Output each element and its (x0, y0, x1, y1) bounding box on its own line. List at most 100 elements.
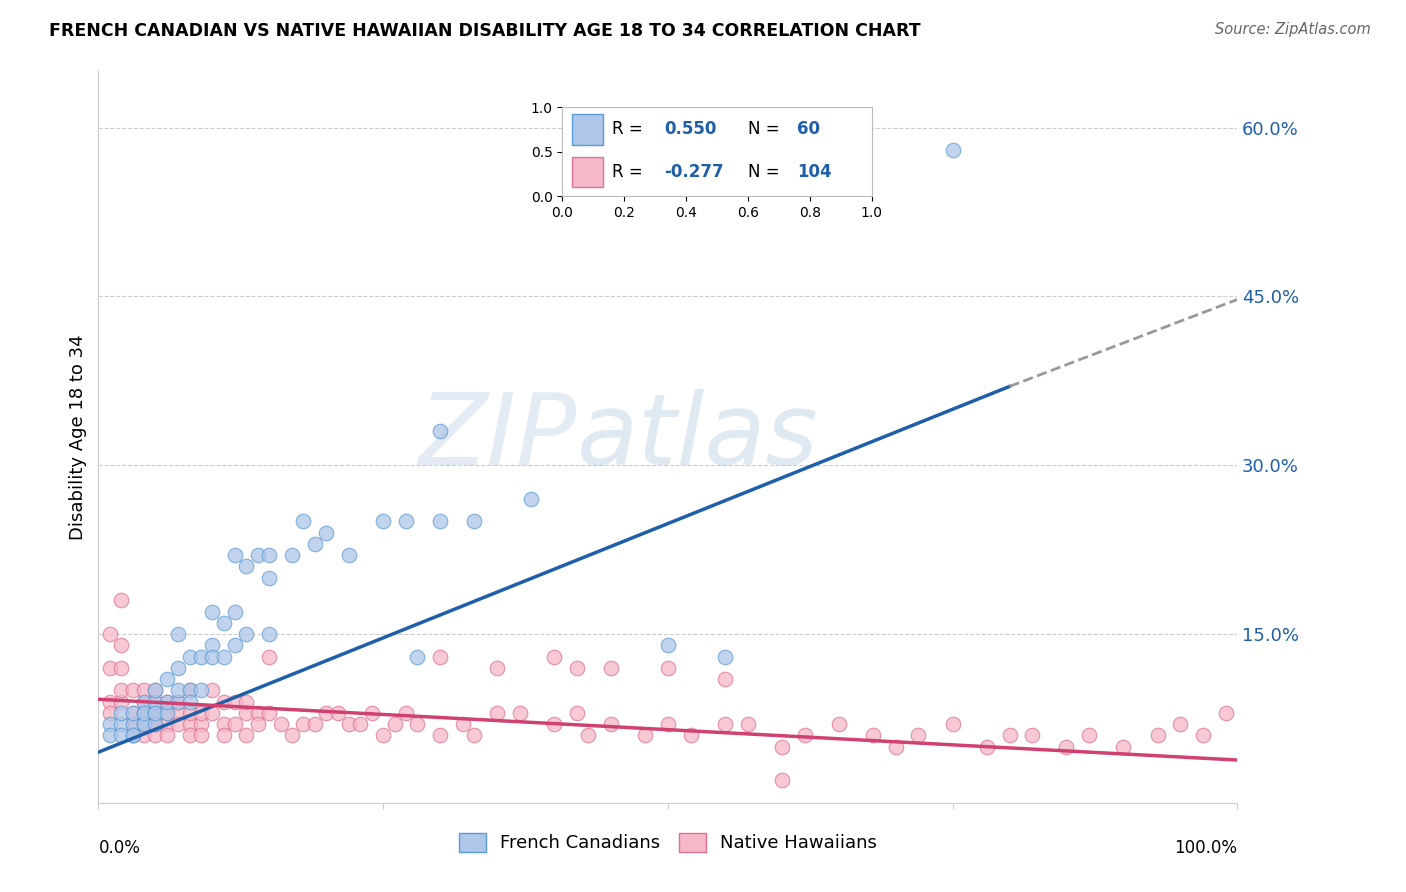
Point (828, 717, 851, 731)
Point (371, 515, 394, 529)
Point (1078, 728, 1101, 742)
Point (132, 717, 155, 731)
Text: R =: R = (612, 120, 643, 138)
Point (292, 717, 315, 731)
Point (145, 717, 167, 731)
Point (145, 694, 167, 708)
Bar (572, 114, 603, 145)
Text: FRENCH CANADIAN VS NATIVE HAWAIIAN DISABILITY AGE 18 TO 34 CORRELATION CHART: FRENCH CANADIAN VS NATIVE HAWAIIAN DISAB… (49, 22, 921, 40)
Point (737, 717, 759, 731)
Point (98, 627, 121, 641)
Point (429, 728, 451, 742)
Point (98, 717, 121, 731)
Point (634, 728, 657, 742)
Text: N =: N = (748, 163, 779, 181)
Point (714, 649, 737, 664)
Point (156, 706, 179, 720)
Point (657, 638, 679, 652)
Point (942, 143, 965, 157)
Point (179, 728, 201, 742)
Point (281, 728, 304, 742)
Bar (572, 157, 603, 187)
Point (259, 627, 281, 641)
Point (179, 717, 201, 731)
Point (235, 559, 257, 574)
Text: 60: 60 (797, 120, 821, 138)
Point (201, 706, 224, 720)
Point (201, 638, 224, 652)
Point (371, 728, 394, 742)
Point (121, 728, 143, 742)
Point (167, 627, 190, 641)
Point (132, 717, 155, 731)
Point (793, 728, 815, 742)
Point (395, 515, 418, 529)
Point (1054, 739, 1078, 754)
Point (167, 683, 190, 698)
Text: R =: R = (612, 163, 643, 181)
Point (156, 706, 179, 720)
Point (145, 717, 167, 731)
Point (395, 706, 418, 720)
Point (212, 694, 235, 708)
Point (600, 661, 623, 675)
Point (509, 706, 531, 720)
Text: 100.0%: 100.0% (1174, 839, 1237, 857)
Point (907, 728, 929, 742)
Point (110, 717, 132, 731)
Point (156, 717, 179, 731)
Point (110, 728, 132, 742)
Text: 0.550: 0.550 (665, 120, 717, 138)
Point (167, 694, 190, 708)
Point (486, 706, 509, 720)
Point (451, 717, 474, 731)
Point (1215, 706, 1237, 720)
Point (121, 706, 143, 720)
Point (565, 706, 588, 720)
Point (486, 661, 509, 675)
Point (235, 694, 257, 708)
Point (145, 683, 167, 698)
Point (190, 683, 212, 698)
Point (281, 548, 304, 562)
Point (98, 694, 121, 708)
Point (714, 672, 737, 686)
Point (770, 739, 793, 754)
Point (246, 706, 269, 720)
Point (235, 627, 257, 641)
Point (190, 649, 212, 664)
Point (190, 717, 212, 731)
Point (167, 706, 190, 720)
Point (145, 717, 167, 731)
Text: 0.0%: 0.0% (98, 839, 141, 857)
Point (292, 515, 315, 529)
Point (304, 537, 326, 551)
Point (235, 728, 257, 742)
Point (884, 739, 907, 754)
Point (224, 694, 246, 708)
Point (167, 717, 190, 731)
Point (132, 694, 155, 708)
Point (212, 728, 235, 742)
Point (145, 706, 167, 720)
Point (224, 548, 246, 562)
Point (179, 683, 201, 698)
Point (1146, 728, 1168, 742)
Point (121, 683, 143, 698)
Point (224, 638, 246, 652)
Point (429, 425, 451, 439)
Point (201, 649, 224, 664)
Point (304, 717, 326, 731)
Point (429, 649, 451, 664)
Point (770, 773, 793, 788)
Point (121, 706, 143, 720)
Point (1021, 728, 1043, 742)
Text: ZIP: ZIP (419, 389, 576, 485)
Point (156, 728, 179, 742)
Text: N =: N = (748, 120, 779, 138)
Point (167, 694, 190, 708)
Point (1170, 717, 1192, 731)
Point (212, 649, 235, 664)
Point (179, 706, 201, 720)
Point (156, 672, 179, 686)
